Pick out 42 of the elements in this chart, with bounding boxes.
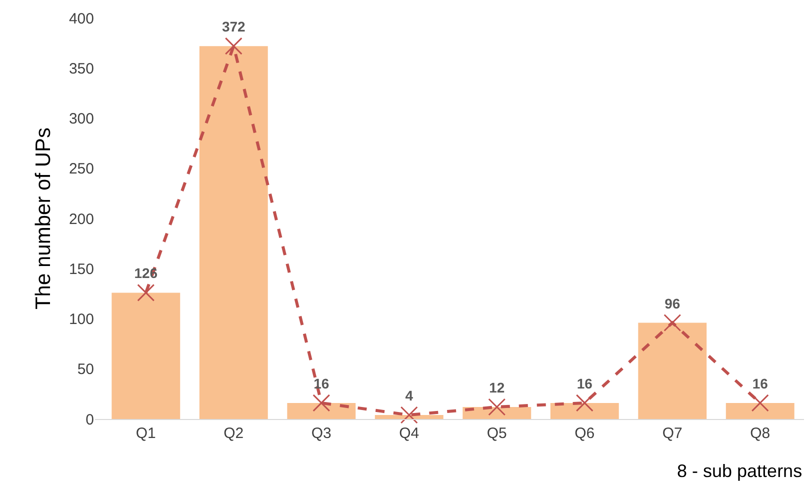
x-tick-label: Q7 <box>662 425 682 442</box>
point <box>312 394 330 412</box>
data-label: 372 <box>222 18 246 35</box>
point <box>664 314 682 332</box>
bar <box>638 322 707 419</box>
data-label: 96 <box>664 295 680 312</box>
point <box>400 406 418 424</box>
data-label: 16 <box>576 375 593 392</box>
x-tick-label: Q8 <box>750 425 770 442</box>
data-label: 16 <box>314 375 330 392</box>
data-label: 16 <box>752 375 768 392</box>
point <box>488 398 506 416</box>
bar <box>287 402 356 419</box>
y-tick-label: 100 <box>68 311 94 328</box>
bar <box>112 292 180 419</box>
x-tick-label: Q4 <box>399 425 420 442</box>
point <box>137 284 155 302</box>
y-tick-label: 150 <box>68 260 94 278</box>
y-tick-label: 300 <box>68 110 94 128</box>
y-tick-label: 50 <box>77 361 94 378</box>
data-label: 12 <box>489 379 505 396</box>
point <box>576 394 594 412</box>
data-label: 126 <box>134 265 158 282</box>
y-tick-label: 250 <box>68 160 94 178</box>
y-tick-label: 0 <box>86 411 94 428</box>
bar <box>199 46 268 419</box>
x-tick-label: Q6 <box>574 425 595 442</box>
y-axis-title: The number of UPs <box>32 127 56 310</box>
point <box>751 394 769 412</box>
bar <box>374 414 444 419</box>
x-tick-label: Q5 <box>486 425 507 442</box>
point <box>224 37 242 55</box>
x-tick-label: Q2 <box>224 425 244 442</box>
data-label: 4 <box>405 387 414 404</box>
y-tick-label: 350 <box>68 60 94 78</box>
x-tick-label: Q1 <box>136 425 156 442</box>
bar <box>550 402 619 419</box>
x-tick-label: Q3 <box>311 425 332 442</box>
y-tick-label: 200 <box>68 210 94 228</box>
bar <box>726 402 794 419</box>
x-axis-title: 8 - sub patterns <box>677 461 802 481</box>
y-tick-label: 400 <box>68 10 94 28</box>
